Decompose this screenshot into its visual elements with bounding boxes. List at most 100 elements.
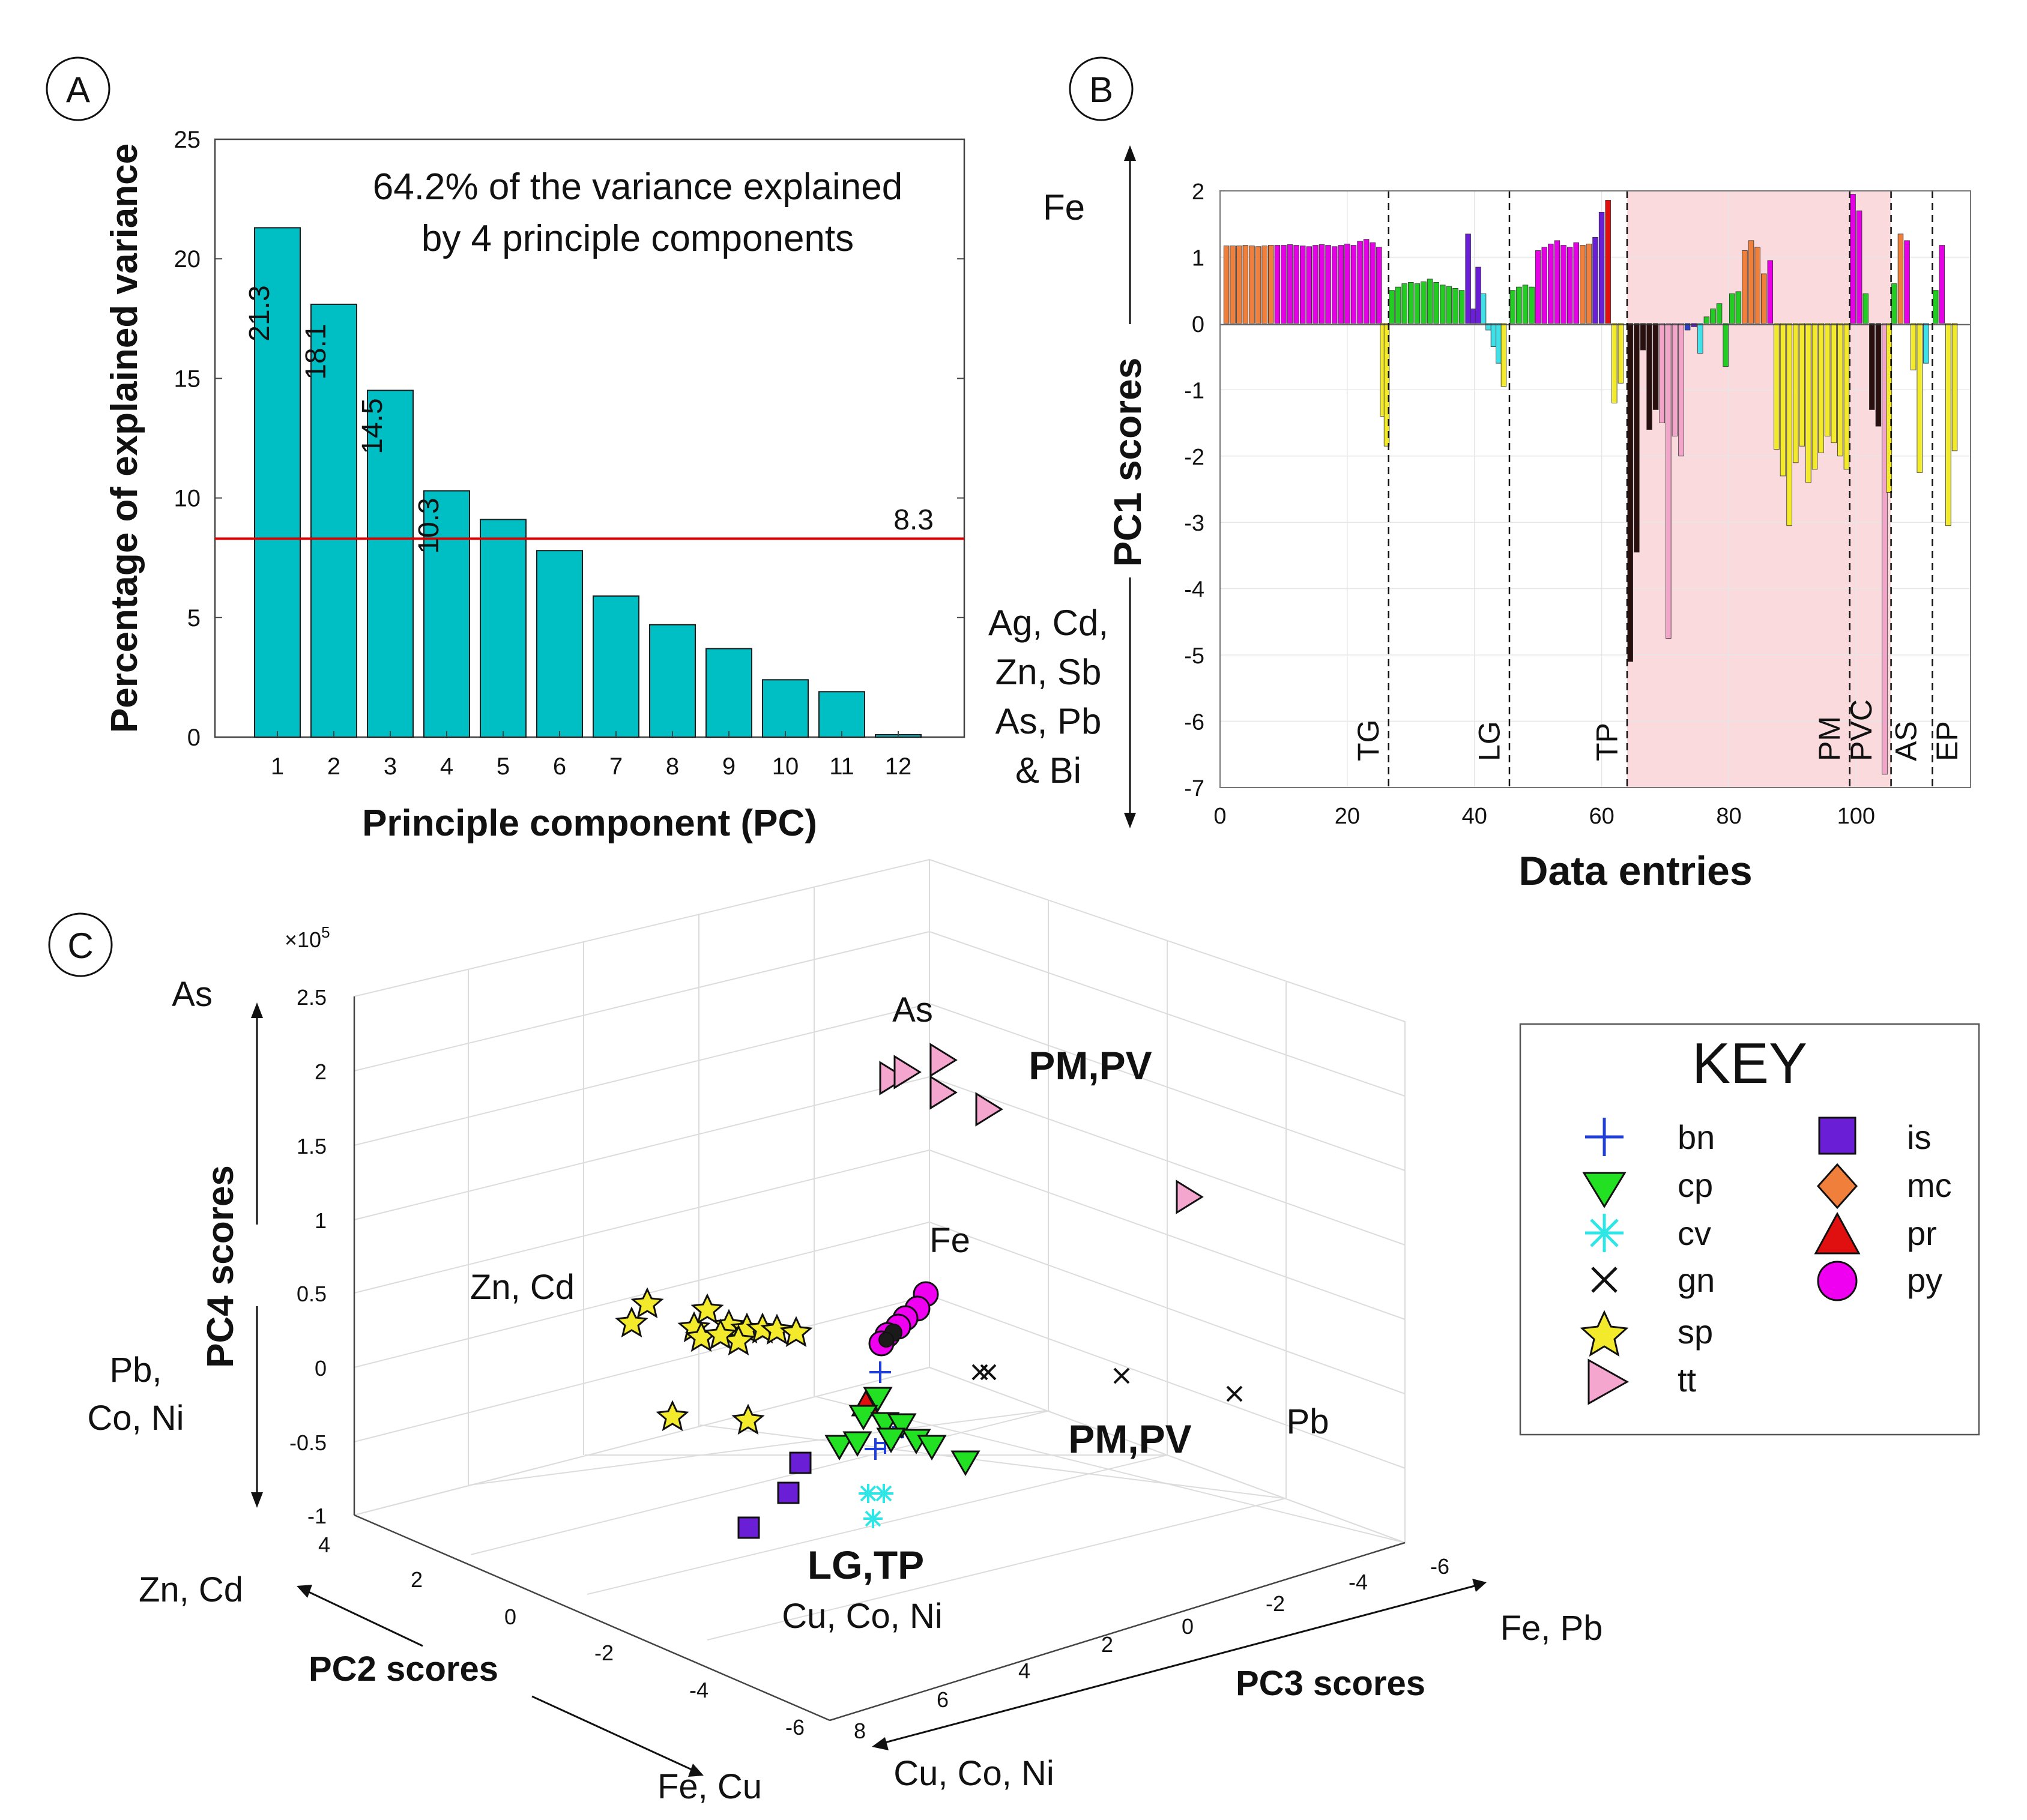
- marker-cp: [950, 1450, 980, 1476]
- panel-c-z-tick-2: 2: [315, 1059, 327, 1084]
- panel-b-y-tick-label: 2: [1192, 179, 1204, 205]
- panel-b-bar-cp: [1427, 279, 1433, 324]
- panel-b-bar-pr: [1605, 200, 1611, 324]
- panel-b-bar-py: [1939, 245, 1945, 324]
- marker-cp: [848, 1405, 878, 1430]
- key-bn-label: bn: [1678, 1118, 1715, 1156]
- panel-b-bar-cv: [1697, 323, 1703, 354]
- panel-b-bar-sp: [1805, 323, 1811, 483]
- panel-b-bar-sp: [1831, 323, 1837, 444]
- panel-a-annotation-line1: 64.2% of the variance explained: [373, 166, 902, 208]
- panel-b-bar-py: [1344, 243, 1350, 324]
- marker-tt: [879, 1061, 907, 1095]
- panel-b-bar-gn: [1646, 323, 1652, 430]
- key-mc-symbol: [1816, 1163, 1858, 1210]
- panel-b-bar-py: [1350, 245, 1357, 324]
- key-mc-label: mc: [1907, 1166, 1952, 1204]
- panel-b-bar-cp: [1735, 291, 1742, 324]
- panel-c-scatter-points: [615, 1043, 1243, 1539]
- panel-b-bar-gn: [1869, 323, 1875, 410]
- panel-c-pc2-axis-title: PC2 scores: [309, 1650, 498, 1689]
- panel-b-bar-py: [1566, 247, 1573, 324]
- panel-b-y-tick-label: -5: [1184, 643, 1204, 669]
- panel-a-bar-pc9: [705, 648, 752, 738]
- key-tt-label: tt: [1678, 1361, 1697, 1399]
- marker-mc: [878, 1332, 894, 1348]
- panel-c-z-tick-0: 0: [315, 1356, 327, 1381]
- panel-a-y-tick-label: 20: [174, 246, 201, 273]
- panel-b-bar-is: [1475, 267, 1481, 324]
- cluster-label-pb: Pb: [1287, 1402, 1329, 1441]
- panel-c-key: KEY bn cp cv gn sp tt is mc pr py: [1519, 1023, 1980, 1436]
- panel-b-x-tick-label: 60: [1589, 804, 1614, 829]
- key-sp-label: sp: [1678, 1313, 1713, 1351]
- panel-b-bar-sp: [1792, 323, 1799, 463]
- panel-b-bar-cp: [1389, 290, 1395, 324]
- panel-c-z-tick-m1: -1: [307, 1504, 327, 1528]
- panel-b-x-ticks: 0 20 40 60 80 100: [1213, 804, 1875, 829]
- panel-a-x-tick-label: 8: [666, 753, 679, 780]
- panel-b-bar-sp: [1799, 323, 1805, 447]
- panel-c-pc2-axis: [354, 1514, 830, 1722]
- panel-c-z-top-label: As: [172, 975, 213, 1014]
- cluster-label-pm-pv-top: PM,PV: [1029, 1043, 1152, 1088]
- panel-b-bar-mc: [1748, 240, 1754, 324]
- panel-b-bar-sp: [1774, 323, 1780, 450]
- marker-cv: [863, 1509, 883, 1528]
- panel-b-bar-gn: [1652, 323, 1659, 410]
- panel-a-bar-pc4: [423, 490, 470, 738]
- panel-b-bar-mc: [1268, 245, 1274, 324]
- panel-c-pc2-tick-2: 2: [411, 1567, 423, 1592]
- panel-b-bar-sp: [1951, 323, 1958, 451]
- panel-b-bar-py: [1535, 250, 1541, 324]
- panel-b-bar-mc: [1742, 250, 1748, 324]
- panel-a-x-tick-label: 11: [829, 753, 854, 780]
- panel-c-pc3-tick-0: 0: [1182, 1614, 1194, 1639]
- marker-cp: [824, 1435, 854, 1460]
- panel-b-bar-tt: [1672, 323, 1678, 437]
- panel-a-y-tick-label: 0: [187, 725, 201, 751]
- key-bn-symbol: [1585, 1118, 1624, 1156]
- panel-b-bar-py: [1850, 194, 1856, 324]
- panel-b-x-tick-label: 20: [1335, 804, 1360, 829]
- panel-b-bar-sp: [1811, 323, 1818, 470]
- panel-b-x-tick-label: 0: [1213, 804, 1226, 829]
- panel-a-bar-pc8: [649, 624, 696, 738]
- panel-b-bar-gn: [1634, 323, 1640, 553]
- key-cv-symbol: [1585, 1214, 1624, 1252]
- panel-b-bar-mc: [1754, 247, 1760, 324]
- marker-sp: [704, 1318, 737, 1350]
- marker-cp: [917, 1435, 947, 1460]
- panel-b-bar-cv: [1923, 323, 1929, 364]
- marker-gn: [1113, 1367, 1130, 1384]
- panel-c-z-tick-1p5: 1.5: [297, 1134, 327, 1159]
- panel-c-pc2-tick-m6: -6: [785, 1715, 805, 1740]
- panel-b-up-arrow-head: [1124, 145, 1136, 161]
- panel-b-bar-mc: [1580, 245, 1586, 324]
- cluster-label-zn-cd: Zn, Cd: [470, 1268, 575, 1307]
- panel-b-bar-cp: [1723, 323, 1729, 367]
- panel-b-x-tick-label: 40: [1462, 804, 1487, 829]
- panel-c-pc3-axis-title: PC3 scores: [1236, 1664, 1425, 1703]
- panel-b-bar-cp: [1408, 282, 1414, 324]
- marker-cv: [874, 1484, 893, 1503]
- panel-a-bar-pc6: [536, 550, 583, 738]
- panel-b-y-tick-label: -1: [1184, 378, 1204, 403]
- panel-b-bar-cp: [1395, 286, 1401, 324]
- marker-tt: [929, 1043, 958, 1077]
- key-sp-symbol: [1580, 1310, 1629, 1357]
- panel-c-z-axis-title: PC4 scores: [200, 1165, 241, 1368]
- marker-sp: [760, 1313, 794, 1345]
- panel-b-bar-cv: [1490, 323, 1497, 347]
- key-py-symbol: [1817, 1261, 1858, 1301]
- panel-a-y-tick-label: 5: [187, 605, 201, 631]
- panel-b-group-label-as: AS: [1889, 721, 1923, 761]
- panel-b-bar-cp: [1421, 281, 1427, 324]
- panel-b-group-label-ep: EP: [1930, 721, 1964, 761]
- panel-b-bar-sp: [1824, 323, 1831, 437]
- panel-a-x-tick-label: 1: [271, 753, 284, 780]
- panel-b-axes-box: [1219, 190, 1971, 788]
- panel-b-bar-mc: [1897, 234, 1904, 324]
